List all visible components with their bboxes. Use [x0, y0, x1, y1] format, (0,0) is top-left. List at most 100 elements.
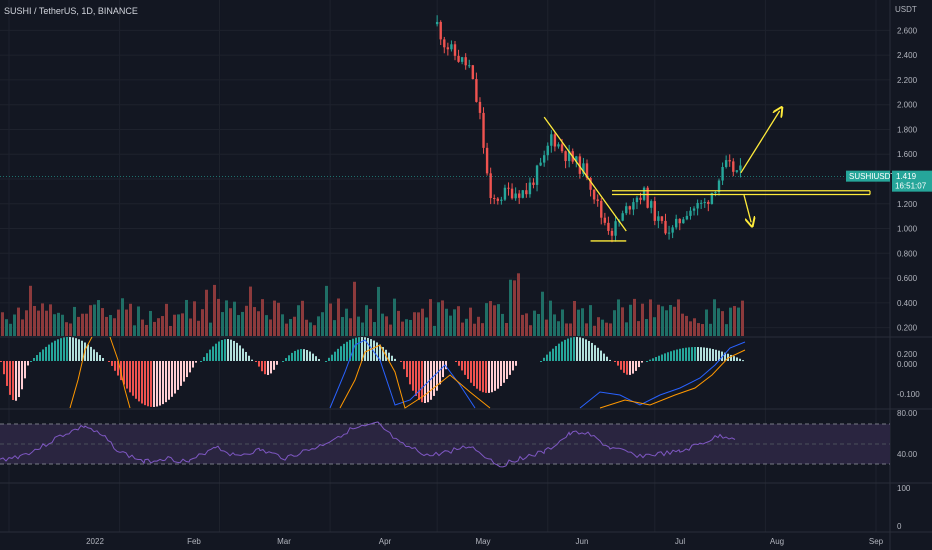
volume-bar [117, 309, 120, 336]
macd-histogram-bar [655, 357, 657, 361]
time-axis-label: Sep [869, 537, 884, 546]
macd-histogram-bar [673, 350, 675, 361]
macd-histogram-bar [576, 337, 578, 361]
macd-histogram-bar [558, 343, 560, 361]
macd-histogram-bar [153, 361, 155, 407]
candle-body [464, 57, 467, 66]
candle-body [642, 187, 646, 200]
candle-body [689, 210, 692, 216]
macd-histogram-bar [620, 361, 622, 370]
volume-bars [1, 273, 744, 336]
volume-bar [717, 308, 720, 336]
macd-histogram-bar [591, 342, 593, 361]
candle-body [457, 55, 460, 62]
macd-histogram-bar [358, 337, 360, 361]
candle-body [528, 182, 532, 195]
macd-histogram-bar [72, 337, 74, 361]
volume-bar [493, 305, 496, 336]
macd-histogram-bar [81, 340, 83, 361]
volume-bar [485, 303, 488, 336]
macd-histogram-bar [664, 353, 666, 361]
macd-histogram-bar [215, 343, 217, 361]
macd-histogram-bar [90, 346, 92, 361]
macd-histogram-bar [676, 349, 678, 361]
candle-body [471, 65, 475, 80]
volume-bar [417, 312, 420, 336]
volume-bar [533, 310, 536, 336]
volume-bar [689, 321, 692, 336]
candle-body [525, 190, 528, 195]
volume-bar [489, 301, 492, 336]
annotations [543, 111, 871, 242]
macd-histogram-bar [606, 356, 608, 361]
volume-bar [477, 316, 480, 336]
volume-bar [625, 322, 628, 336]
macd-histogram-bar [388, 352, 390, 361]
macd-histogram-bar [635, 361, 637, 371]
volume-bar [105, 316, 108, 336]
macd-histogram-bar [700, 347, 702, 361]
volume-bar [449, 315, 452, 336]
volume-bar [505, 323, 508, 336]
candle-body [739, 165, 742, 171]
macd-histogram-bar [337, 348, 339, 361]
volume-bar [357, 316, 360, 336]
macd-histogram-bar [206, 353, 208, 361]
candle-body [582, 163, 585, 174]
macd-histogram-bar [69, 337, 71, 361]
volume-bar [597, 317, 600, 336]
macd-histogram-bar [638, 361, 640, 368]
macd-histogram-bar [349, 340, 351, 361]
macd-histogram-bar [739, 358, 741, 361]
macd-histogram-bar [373, 340, 375, 361]
price-tick-label: 2.200 [897, 76, 918, 85]
volume-bar [85, 313, 88, 336]
candle-body [546, 145, 549, 156]
price-tag-label: 1.419 [896, 172, 917, 181]
candle-body [578, 156, 582, 174]
volume-bar [401, 321, 404, 336]
volume-bar [261, 299, 264, 336]
candle-body [600, 200, 603, 218]
volume-bar [613, 310, 616, 336]
volume-bar [129, 303, 132, 336]
volume-bar [93, 304, 96, 336]
macd-histogram-bar [691, 347, 693, 361]
candle-body [532, 182, 535, 185]
macd-histogram-bar [552, 348, 554, 361]
macd-histogram-bar [703, 347, 705, 361]
price-tick-label: 2.400 [897, 51, 918, 60]
macd-histogram [0, 337, 744, 407]
volume-bar [649, 299, 652, 336]
volume-bar [629, 304, 632, 336]
candle-body [632, 202, 635, 210]
macd-histogram-bar [102, 357, 104, 361]
macd-histogram-bar [60, 338, 62, 361]
macd-histogram-bar [309, 351, 311, 361]
macd-histogram-bar [315, 356, 317, 361]
macd-histogram-bar [150, 361, 152, 407]
macd-histogram-bar [63, 337, 65, 361]
macd-histogram-bar [629, 361, 631, 375]
macd-histogram-bar [727, 353, 729, 361]
macd-histogram-bar [36, 355, 38, 361]
candle-body [703, 201, 706, 203]
volume-bar [321, 312, 324, 336]
macd-histogram-bar [0, 361, 2, 362]
macd-histogram-bar [251, 359, 253, 361]
volume-bar [381, 313, 384, 336]
candle-body [707, 201, 710, 204]
volume-bar [425, 317, 428, 336]
rsi-tick-label: 40.00 [897, 450, 918, 459]
macd-histogram-bar [21, 361, 23, 390]
volume-bar [61, 314, 64, 336]
macd-tick-label: 0.000 [897, 360, 918, 369]
candle-body [507, 187, 510, 189]
macd-tick-label: 0.200 [897, 350, 918, 359]
macd-histogram-bar [42, 349, 44, 361]
macd-histogram-bar [641, 361, 643, 363]
volume-bar [253, 307, 256, 336]
volume-bar [313, 325, 316, 336]
